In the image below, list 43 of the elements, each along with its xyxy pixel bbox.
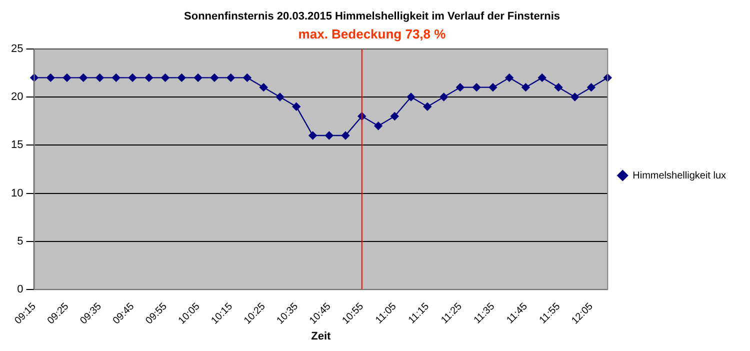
x-axis-title: Zeit bbox=[311, 330, 332, 342]
point bbox=[112, 74, 120, 82]
legend-label: Himmelshelligkeit lux bbox=[632, 170, 726, 182]
point bbox=[554, 83, 563, 92]
point bbox=[390, 112, 399, 120]
point bbox=[46, 74, 55, 82]
y-tick-label: 15 bbox=[10, 139, 24, 152]
point bbox=[128, 74, 137, 82]
point bbox=[292, 102, 300, 111]
point bbox=[96, 74, 104, 82]
point bbox=[587, 83, 596, 92]
point bbox=[226, 74, 235, 82]
point bbox=[570, 92, 579, 102]
y-tick-label: 10 bbox=[10, 187, 24, 200]
chart-title: Sonnenfinsternis 20.03.2015 Himmelshelligkeit im Verlauf der Finsternis bbox=[184, 10, 560, 23]
point bbox=[194, 74, 202, 82]
point bbox=[341, 131, 350, 140]
chart-subtitle: max. Bedeckung 73,8 % bbox=[298, 26, 446, 42]
point bbox=[62, 74, 72, 82]
point bbox=[374, 122, 382, 130]
point bbox=[406, 92, 416, 102]
point bbox=[456, 83, 464, 92]
y-tick-label: 0 bbox=[17, 284, 24, 296]
point bbox=[259, 83, 268, 92]
point bbox=[488, 83, 498, 92]
y-tick-label: 25 bbox=[10, 42, 24, 55]
y-tick-label: 20 bbox=[10, 90, 24, 103]
point bbox=[79, 74, 88, 82]
point bbox=[144, 74, 154, 82]
point bbox=[210, 74, 219, 82]
point bbox=[505, 74, 514, 82]
point bbox=[276, 92, 284, 102]
point bbox=[538, 74, 546, 82]
point bbox=[472, 83, 481, 92]
point bbox=[178, 74, 186, 82]
point bbox=[522, 83, 530, 92]
point bbox=[308, 131, 317, 140]
point bbox=[243, 74, 252, 82]
y-tick-label: 5 bbox=[17, 235, 24, 248]
point bbox=[325, 131, 334, 140]
point bbox=[423, 102, 432, 111]
point bbox=[161, 74, 170, 82]
point bbox=[440, 92, 448, 102]
